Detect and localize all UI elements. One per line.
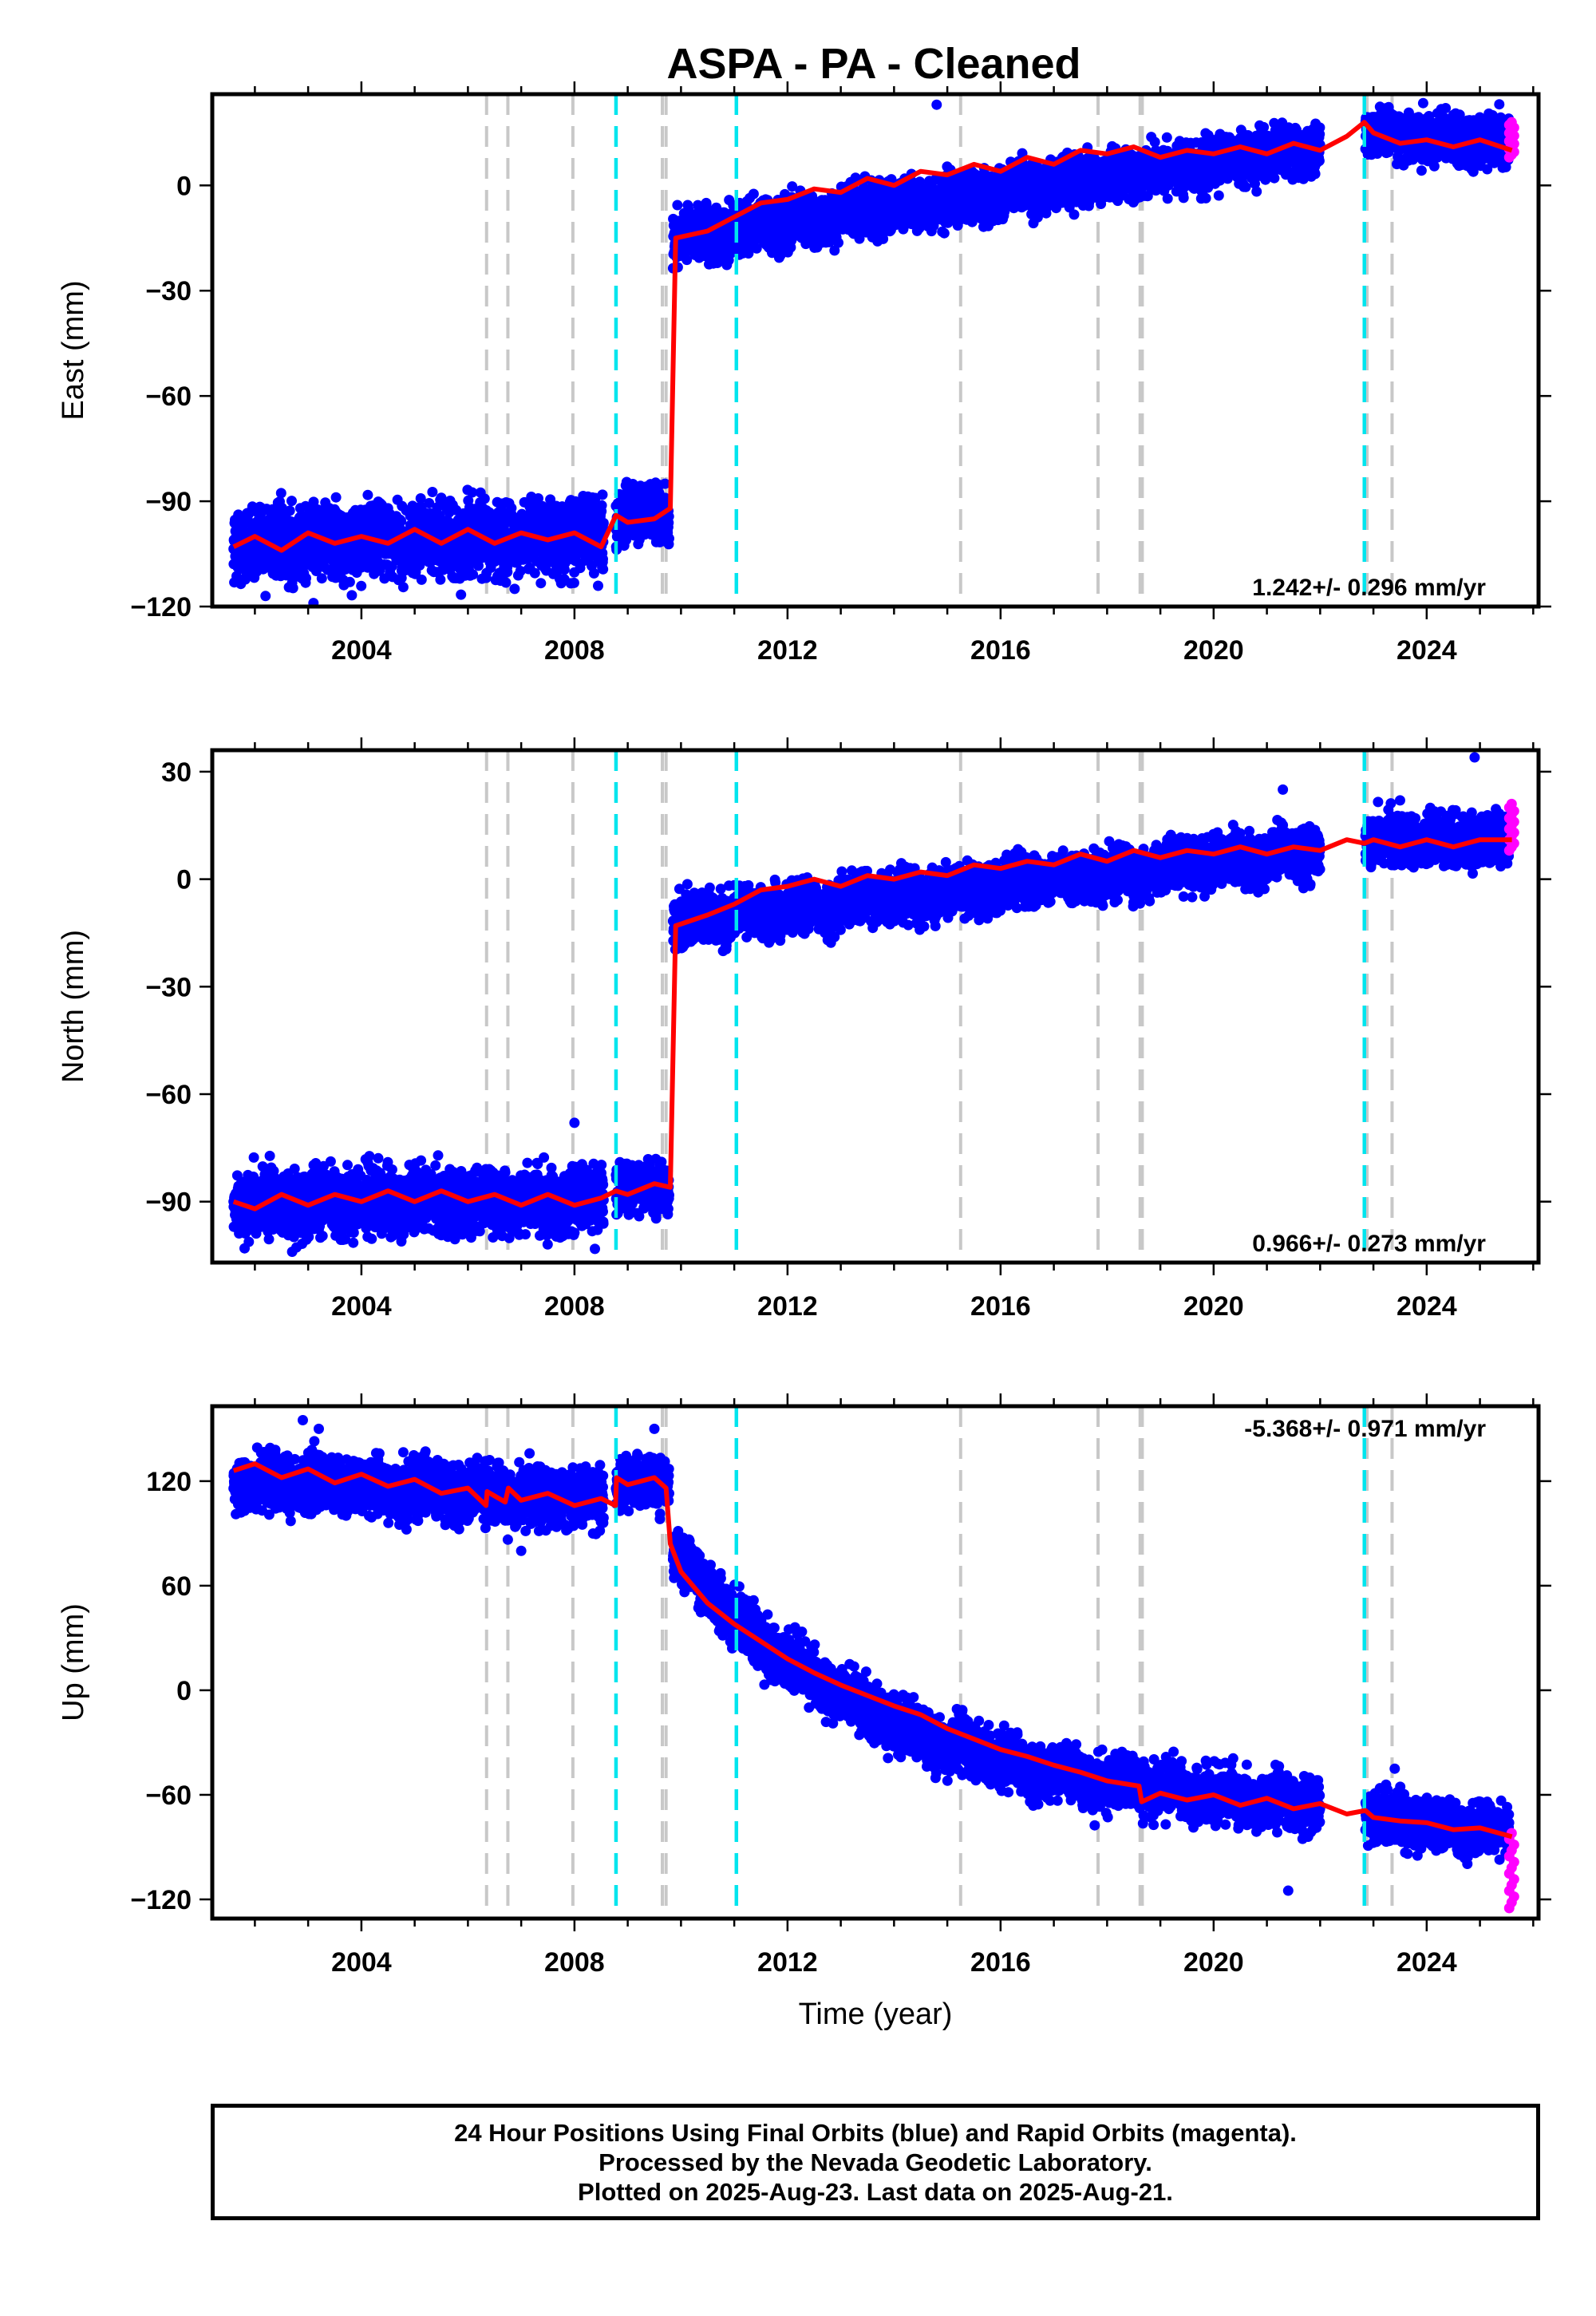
data-point	[427, 487, 438, 497]
data-point	[287, 583, 298, 594]
data-point	[479, 493, 490, 504]
plot-area-east	[228, 94, 1519, 607]
data-point	[598, 517, 609, 528]
data-point	[500, 577, 512, 588]
data-point	[1069, 209, 1080, 220]
data-point	[346, 590, 358, 601]
data-point	[597, 489, 608, 500]
data-point	[316, 573, 327, 584]
data-point	[509, 583, 520, 595]
data-point	[397, 582, 409, 593]
data-point	[456, 589, 467, 600]
panel-east: 2004 2008 2012 2016 2020 2024−120−90−60−3001.…	[57, 81, 1551, 666]
data-point	[284, 505, 295, 516]
data-point	[301, 573, 311, 583]
data-point	[938, 227, 950, 239]
data-point	[330, 492, 342, 503]
data-point	[356, 580, 367, 591]
data-point	[593, 580, 603, 591]
data-point	[396, 516, 407, 527]
data-point	[344, 576, 355, 587]
data-point	[275, 488, 286, 499]
data-point	[310, 566, 322, 576]
data-point	[598, 563, 609, 575]
plots: 2004 2008 2012 2016 2020 2024−120−90−60−3001.…	[57, 81, 1551, 2031]
data-point	[833, 237, 843, 248]
data-point	[568, 577, 579, 588]
data-point	[502, 567, 513, 578]
data-point	[468, 569, 479, 580]
data-point	[286, 496, 297, 507]
data-point	[535, 578, 547, 589]
data-point	[424, 498, 435, 508]
data-point	[598, 554, 608, 564]
data-point	[506, 503, 517, 514]
data-point	[529, 567, 540, 579]
data-point	[748, 188, 759, 200]
data-point	[416, 574, 427, 585]
data-point	[596, 500, 607, 511]
data-point	[533, 493, 543, 504]
data-point	[308, 496, 319, 508]
data-point	[672, 200, 683, 211]
data-point	[467, 487, 478, 498]
data-point	[435, 574, 446, 585]
data-point	[664, 533, 674, 544]
data-point	[362, 489, 373, 500]
chart-title: ASPA - PA - Cleaned	[666, 40, 1080, 88]
data-point	[415, 493, 426, 504]
data-point	[515, 566, 526, 576]
